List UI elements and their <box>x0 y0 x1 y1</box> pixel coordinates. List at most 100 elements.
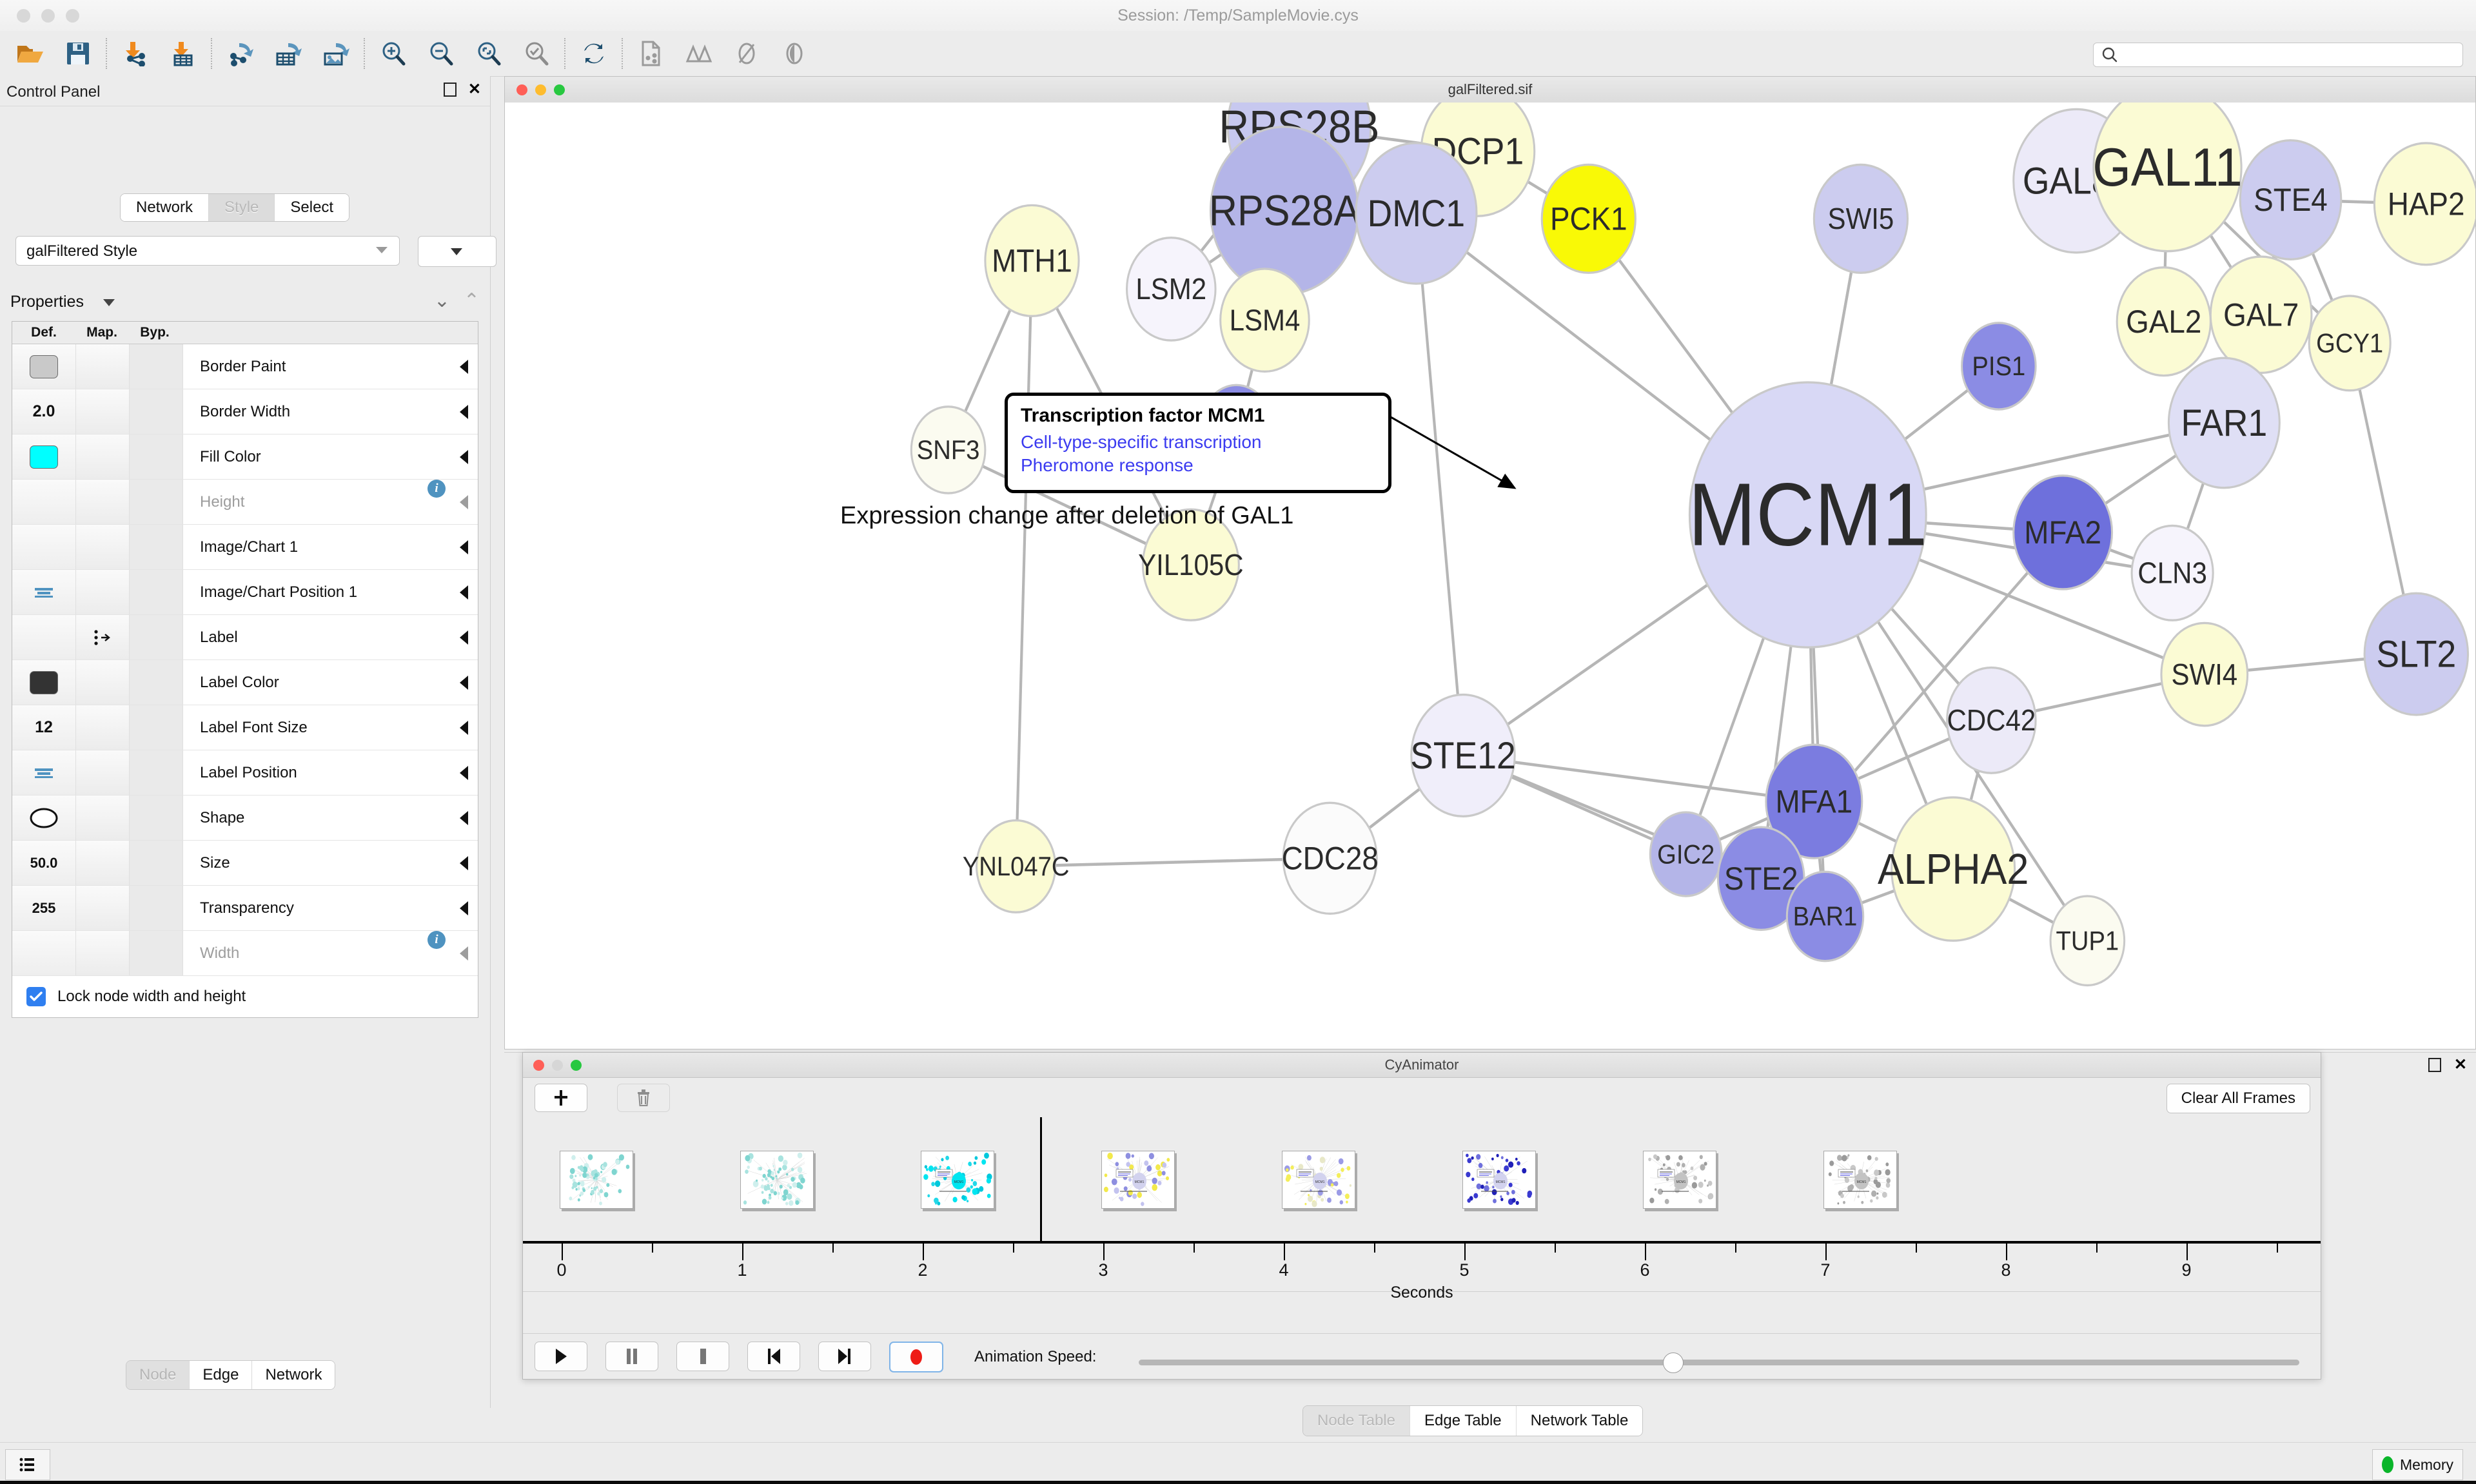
property-row[interactable]: Border Paint <box>12 344 478 389</box>
network-node[interactable]: MTH1 <box>984 204 1080 318</box>
hide-nodes-icon[interactable] <box>675 31 723 76</box>
property-row[interactable]: Height i <box>12 480 478 525</box>
network-node[interactable]: MFA2 <box>2012 474 2114 591</box>
pause-button[interactable] <box>605 1342 658 1371</box>
property-expand-arrow[interactable] <box>449 389 478 434</box>
property-mapping-cell[interactable] <box>76 705 130 750</box>
property-expand-arrow[interactable] <box>449 615 478 659</box>
property-expand-arrow[interactable] <box>449 705 478 750</box>
lock-node-size-row[interactable]: Lock node width and height <box>12 976 478 1017</box>
property-row[interactable]: 50.0 Size <box>12 841 478 886</box>
property-bypass-cell[interactable] <box>130 389 183 434</box>
network-node[interactable]: CDC42 <box>1946 666 2037 774</box>
property-expand-arrow[interactable] <box>449 750 478 795</box>
network-node[interactable]: CDC28 <box>1282 801 1379 915</box>
color-swatch[interactable] <box>30 670 58 694</box>
property-bypass-cell[interactable] <box>130 480 183 524</box>
save-icon[interactable] <box>54 31 102 76</box>
timeline-frame[interactable]: MCM1 <box>1823 1151 1897 1209</box>
table-tab-node-table[interactable]: Node Table <box>1303 1406 1410 1436</box>
export-image-icon[interactable] <box>312 31 360 76</box>
timeline-frame[interactable]: MCM1 <box>921 1151 994 1209</box>
animation-speed-slider[interactable] <box>1139 1360 2299 1365</box>
close-icon[interactable]: ✕ <box>2453 1056 2467 1073</box>
property-bypass-cell[interactable] <box>130 841 183 885</box>
cyanimator-timeline[interactable]: MCM1 MCM1 MCM1 MCM1 MCM1 MCM1 0 1 2 3 4 5 6 7 8 9 Seco… <box>523 1117 2321 1302</box>
node-shape[interactable] <box>2167 356 2281 489</box>
property-mapping-cell[interactable] <box>76 525 130 569</box>
hide-edges-icon[interactable] <box>723 31 771 76</box>
open-folder-icon[interactable] <box>6 31 54 76</box>
property-mapping-cell[interactable] <box>76 931 130 975</box>
property-row[interactable]: 12 Label Font Size <box>12 705 478 750</box>
network-node[interactable]: GCY1 <box>2308 295 2392 392</box>
bottom-tab-network[interactable]: Network <box>252 1361 335 1389</box>
property-mapping-cell[interactable] <box>76 344 130 389</box>
property-expand-arrow[interactable] <box>449 886 478 930</box>
property-row[interactable]: 2.0 Border Width <box>12 389 478 434</box>
property-expand-arrow[interactable] <box>449 480 478 524</box>
style-select[interactable]: galFiltered Style <box>15 236 400 266</box>
clear-all-frames-button[interactable]: Clear All Frames <box>2166 1084 2310 1113</box>
network-node[interactable]: CLN3 <box>2130 524 2214 621</box>
close-icon[interactable]: ✕ <box>467 81 481 98</box>
network-node[interactable]: MCM1 <box>1688 381 1927 649</box>
timeline-frame[interactable] <box>740 1151 814 1209</box>
node-shape[interactable] <box>2239 139 2343 260</box>
property-bypass-cell[interactable] <box>130 344 183 389</box>
property-default-cell[interactable]: 255 <box>12 886 76 930</box>
property-default-cell[interactable]: 50.0 <box>12 841 76 885</box>
annotation-line-2[interactable]: Pheromone response <box>1021 454 1194 475</box>
property-bypass-cell[interactable] <box>130 660 183 705</box>
network-node[interactable]: PCK1 <box>1540 163 1636 274</box>
timeline-frame[interactable]: MCM1 <box>1643 1151 1716 1209</box>
export-network-icon[interactable] <box>217 31 264 76</box>
search-input[interactable] <box>2093 43 2463 67</box>
property-mapping-cell[interactable] <box>76 841 130 885</box>
node-shape[interactable] <box>1813 163 1909 274</box>
property-mapping-cell[interactable] <box>76 886 130 930</box>
network-node[interactable]: SNF3 <box>910 405 987 494</box>
status-list-button[interactable] <box>5 1449 50 1480</box>
property-row[interactable]: Shape <box>12 796 478 841</box>
record-button[interactable] <box>889 1342 943 1372</box>
network-node[interactable]: GAL11 <box>2092 103 2243 253</box>
property-default-cell[interactable] <box>12 570 76 614</box>
skip-start-button[interactable] <box>747 1342 800 1371</box>
network-node[interactable]: TUP1 <box>2049 895 2126 987</box>
node-shape[interactable] <box>1891 796 2016 942</box>
node-shape[interactable] <box>2012 474 2114 591</box>
color-swatch[interactable] <box>30 445 58 469</box>
property-default-cell[interactable] <box>12 615 76 659</box>
float-table-panel-icon[interactable] <box>2428 1058 2441 1072</box>
property-mapping-cell[interactable] <box>76 615 130 659</box>
property-row[interactable]: Image/Chart Position 1 <box>12 570 478 615</box>
property-bypass-cell[interactable] <box>130 525 183 569</box>
zoom-in-icon[interactable] <box>369 31 417 76</box>
property-default-cell[interactable]: 2.0 <box>12 389 76 434</box>
timeline-frame[interactable]: MCM1 <box>1462 1151 1536 1209</box>
network-node[interactable]: MFA1 <box>1765 743 1863 859</box>
network-node[interactable]: SWI5 <box>1813 163 1909 274</box>
node-shape[interactable] <box>2373 142 2475 266</box>
node-shape[interactable] <box>976 819 1057 913</box>
add-frame-button[interactable] <box>535 1084 587 1112</box>
float-panel-icon[interactable] <box>443 83 457 97</box>
network-node[interactable]: ALPHA2 <box>1878 796 2029 942</box>
network-window-controls[interactable] <box>516 84 565 95</box>
zoom-fit-icon[interactable] <box>465 31 513 76</box>
property-default-cell[interactable] <box>12 931 76 975</box>
node-shape[interactable] <box>1961 322 2037 411</box>
property-bypass-cell[interactable] <box>130 434 183 479</box>
property-mapping-cell[interactable] <box>76 660 130 705</box>
export-table-icon[interactable] <box>264 31 312 76</box>
memory-status-button[interactable]: Memory <box>2372 1449 2463 1480</box>
property-mapping-cell[interactable] <box>76 750 130 795</box>
lock-checkbox[interactable] <box>26 987 46 1006</box>
network-node[interactable]: SWI4 <box>2160 621 2249 727</box>
cyanimator-window-controls[interactable] <box>533 1060 582 1071</box>
property-expand-arrow[interactable] <box>449 525 478 569</box>
tab-style[interactable]: Style <box>209 194 275 221</box>
window-zoom-button[interactable] <box>571 1060 582 1071</box>
node-shape[interactable] <box>2308 295 2392 392</box>
